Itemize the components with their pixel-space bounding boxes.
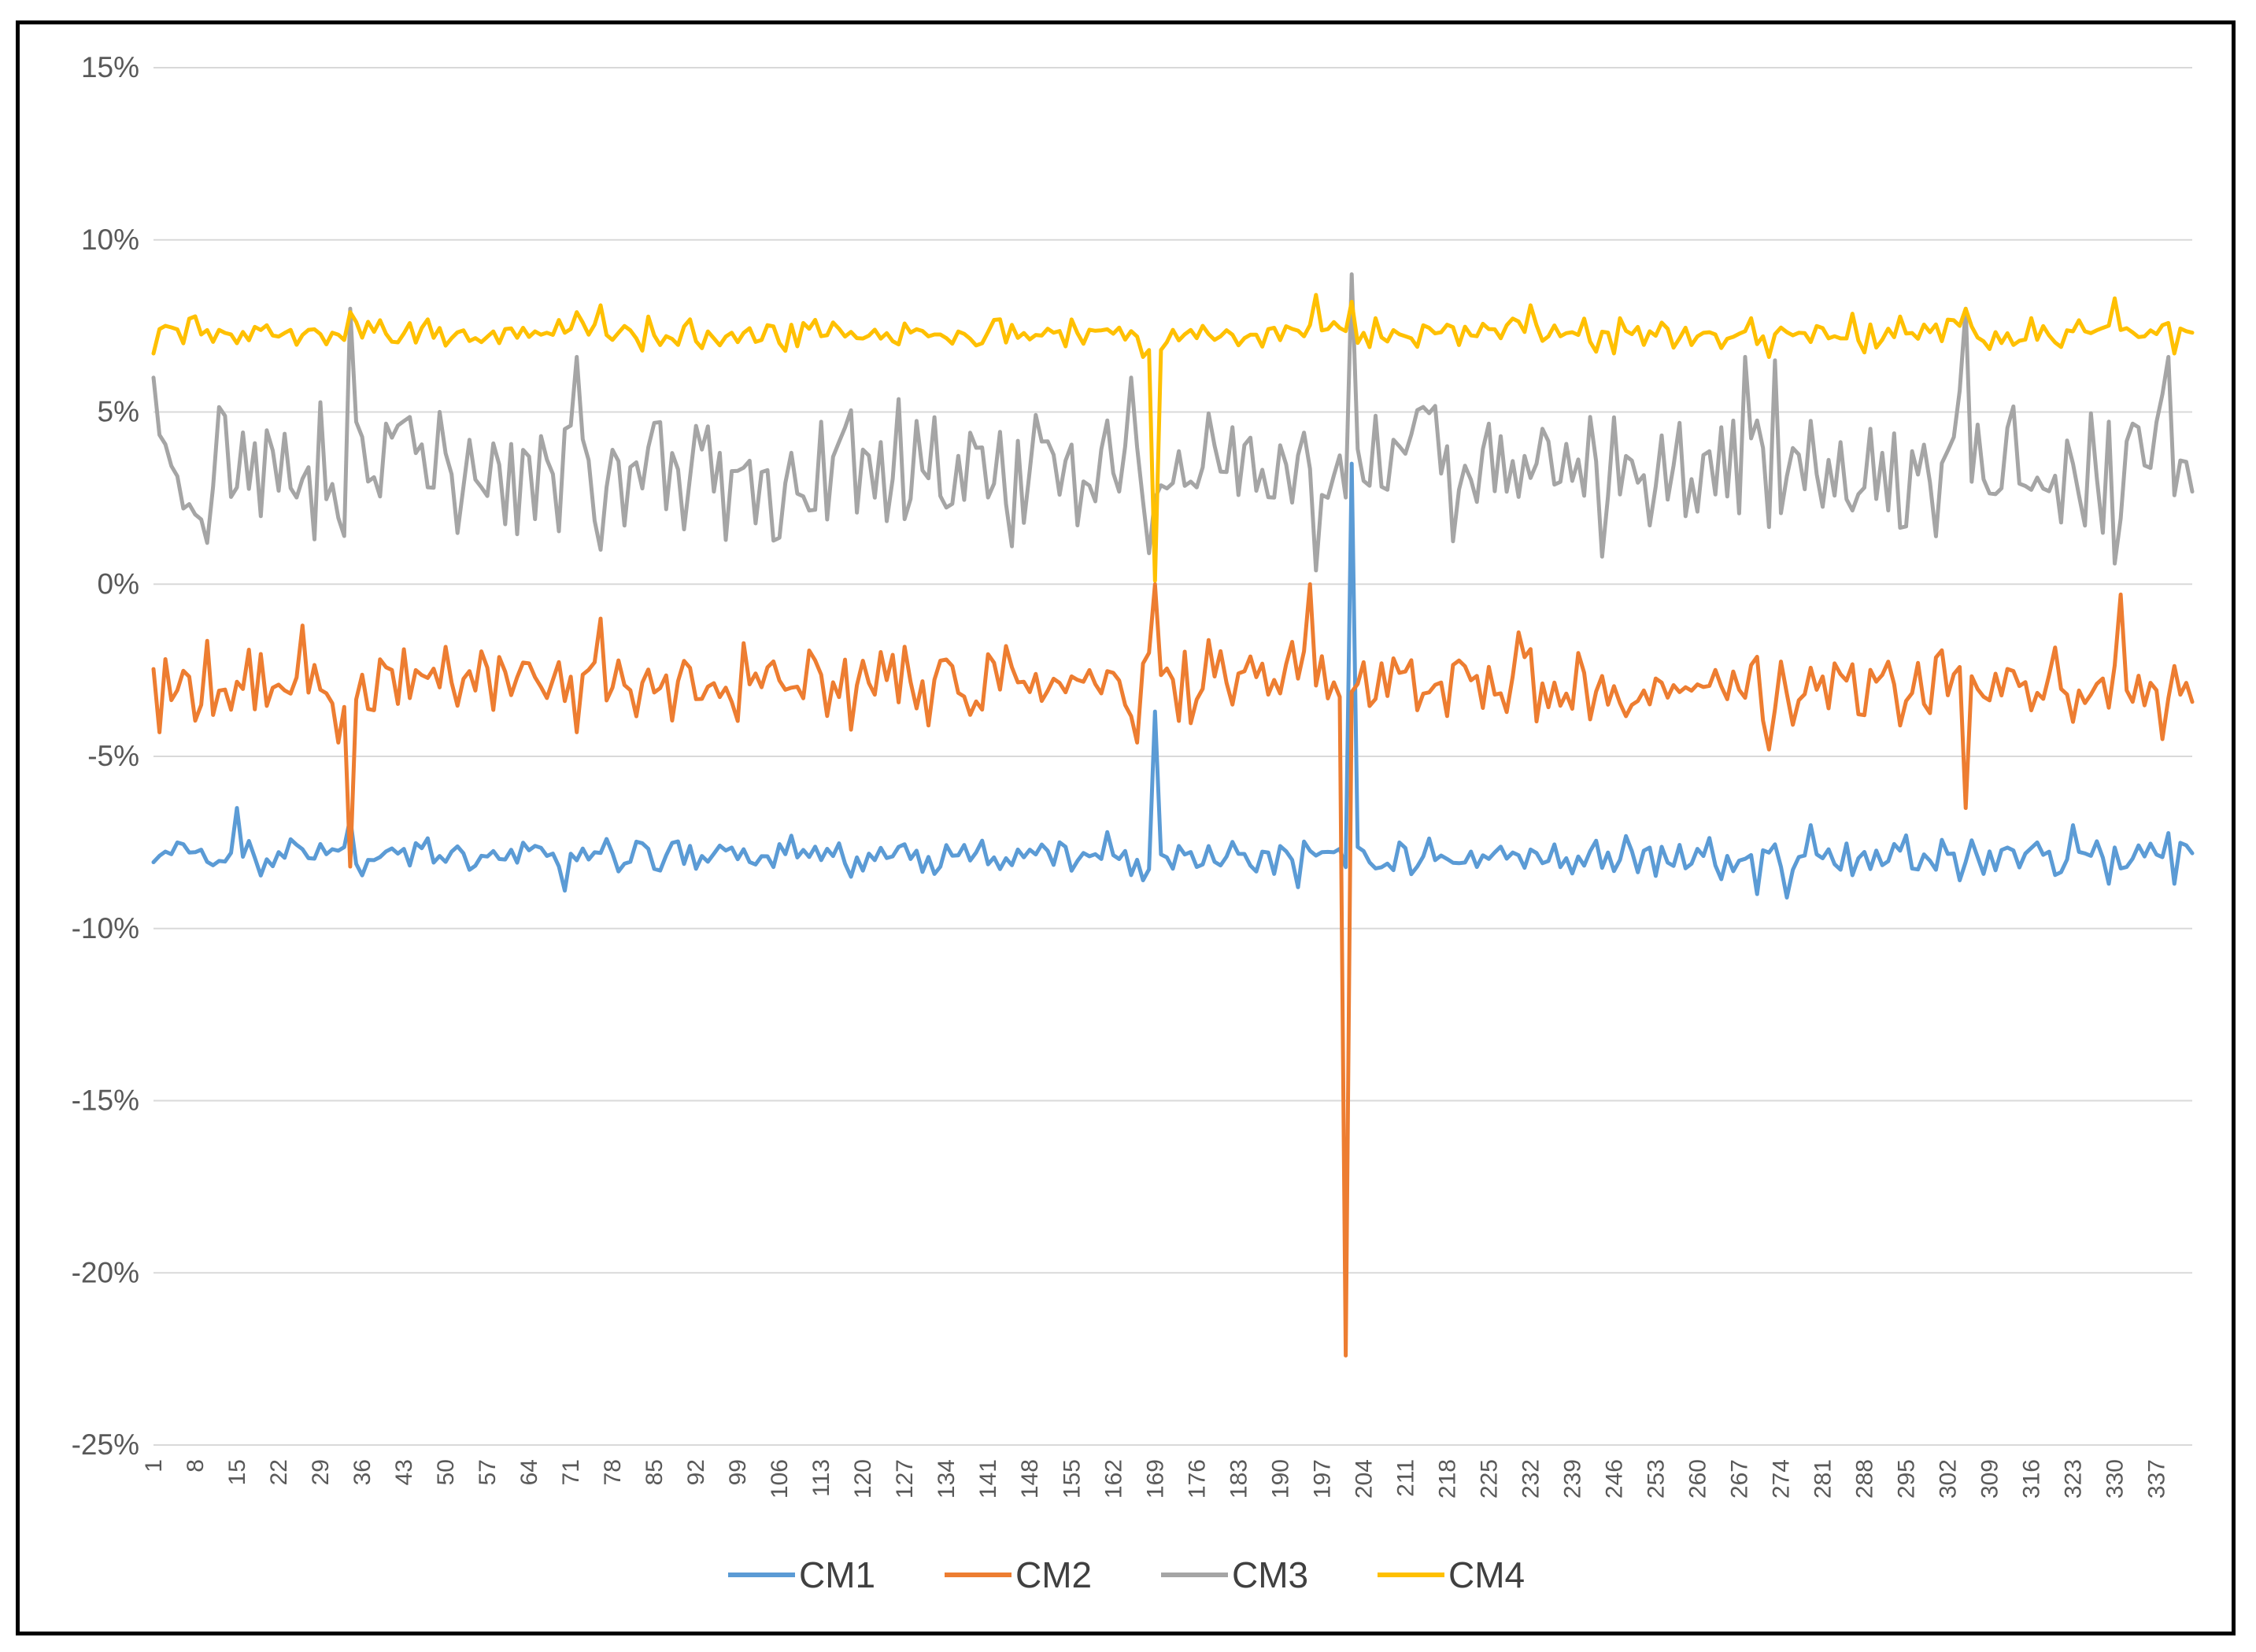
x-tick-label: 225 <box>1476 1459 1502 1499</box>
x-tick-label: 176 <box>1184 1459 1210 1499</box>
x-tick-label: 316 <box>2019 1459 2045 1499</box>
x-tick-label: 120 <box>850 1459 876 1499</box>
x-tick-label: 190 <box>1267 1459 1293 1499</box>
y-tick-label: -15% <box>72 1085 139 1117</box>
y-tick-label: -25% <box>72 1428 139 1461</box>
x-tick-label: 1 <box>141 1459 167 1473</box>
legend-label-cm2: CM2 <box>1015 1554 1092 1595</box>
x-tick-label: 232 <box>1518 1459 1544 1499</box>
y-tick-label: -5% <box>87 740 139 772</box>
legend-label-cm1: CM1 <box>799 1554 875 1595</box>
x-tick-label: 141 <box>975 1459 1001 1499</box>
line-chart: 15% 10% 5% 0% -5% -10% -15% -20% -25%1 8 15 22 29 36 4… <box>72 51 2195 1595</box>
x-tick-label: 246 <box>1601 1459 1627 1499</box>
chart-frame: 15% 10% 5% 0% -5% -10% -15% -20% -25% 1 8 15 22 29 36 4… <box>16 20 2236 1635</box>
series-line-cm4 <box>151 293 2195 583</box>
x-tick-label: 309 <box>1977 1459 2003 1499</box>
x-tick-label: 71 <box>558 1459 584 1485</box>
x-tick-label: 155 <box>1059 1459 1085 1499</box>
x-tick-label: 106 <box>767 1459 793 1499</box>
x-tick-label: 22 <box>266 1459 292 1485</box>
x-tick-label: 8 <box>183 1459 209 1473</box>
x-tick-label: 323 <box>2061 1459 2087 1499</box>
x-tick-label: 183 <box>1226 1459 1252 1499</box>
x-tick-label: 50 <box>433 1459 459 1485</box>
x-tick-label: 204 <box>1351 1459 1377 1499</box>
y-tick-label: 0% <box>98 567 139 600</box>
x-tick-label: 64 <box>516 1459 542 1485</box>
x-tick-label: 113 <box>808 1459 834 1497</box>
x-tick-label: 15 <box>224 1459 250 1485</box>
x-tick-label: 253 <box>1643 1459 1669 1499</box>
x-tick-label: 162 <box>1100 1459 1126 1499</box>
y-tick-label: 15% <box>81 51 139 83</box>
legend-label-cm4: CM4 <box>1448 1554 1525 1595</box>
x-tick-label: 239 <box>1559 1459 1585 1499</box>
x-tick-label: 218 <box>1434 1459 1460 1499</box>
y-tick-label: -20% <box>72 1256 139 1288</box>
x-tick-label: 281 <box>1810 1459 1836 1499</box>
x-tick-label: 211 <box>1392 1459 1418 1497</box>
x-tick-label: 85 <box>642 1459 668 1485</box>
y-tick-label: 10% <box>81 224 139 256</box>
y-tick-label: 5% <box>98 396 139 428</box>
x-tick-label: 127 <box>892 1459 918 1499</box>
x-tick-label: 288 <box>1851 1459 1877 1499</box>
x-tick-label: 36 <box>349 1459 375 1485</box>
series-line-cm3 <box>151 272 2195 573</box>
y-tick-label: -10% <box>72 912 139 944</box>
series-line-cm2 <box>151 582 2195 1358</box>
x-tick-label: 267 <box>1726 1459 1752 1499</box>
x-tick-label: 43 <box>391 1459 417 1485</box>
x-tick-label: 295 <box>1893 1459 1919 1499</box>
x-tick-label: 92 <box>683 1459 709 1485</box>
x-tick-label: 274 <box>1768 1459 1794 1499</box>
series-line-cm1 <box>151 461 2195 900</box>
x-tick-label: 169 <box>1142 1459 1168 1499</box>
x-tick-label: 148 <box>1017 1459 1043 1499</box>
legend-label-cm3: CM3 <box>1232 1554 1308 1595</box>
x-tick-label: 29 <box>308 1459 334 1485</box>
x-tick-label: 197 <box>1309 1459 1335 1499</box>
x-tick-label: 99 <box>725 1459 751 1485</box>
x-tick-label: 330 <box>2103 1459 2128 1499</box>
x-tick-label: 260 <box>1685 1459 1710 1499</box>
x-tick-label: 302 <box>1936 1459 1962 1499</box>
x-tick-label: 57 <box>475 1459 501 1485</box>
x-tick-label: 134 <box>934 1459 960 1499</box>
x-tick-label: 337 <box>2144 1459 2170 1499</box>
x-tick-label: 78 <box>600 1459 626 1485</box>
